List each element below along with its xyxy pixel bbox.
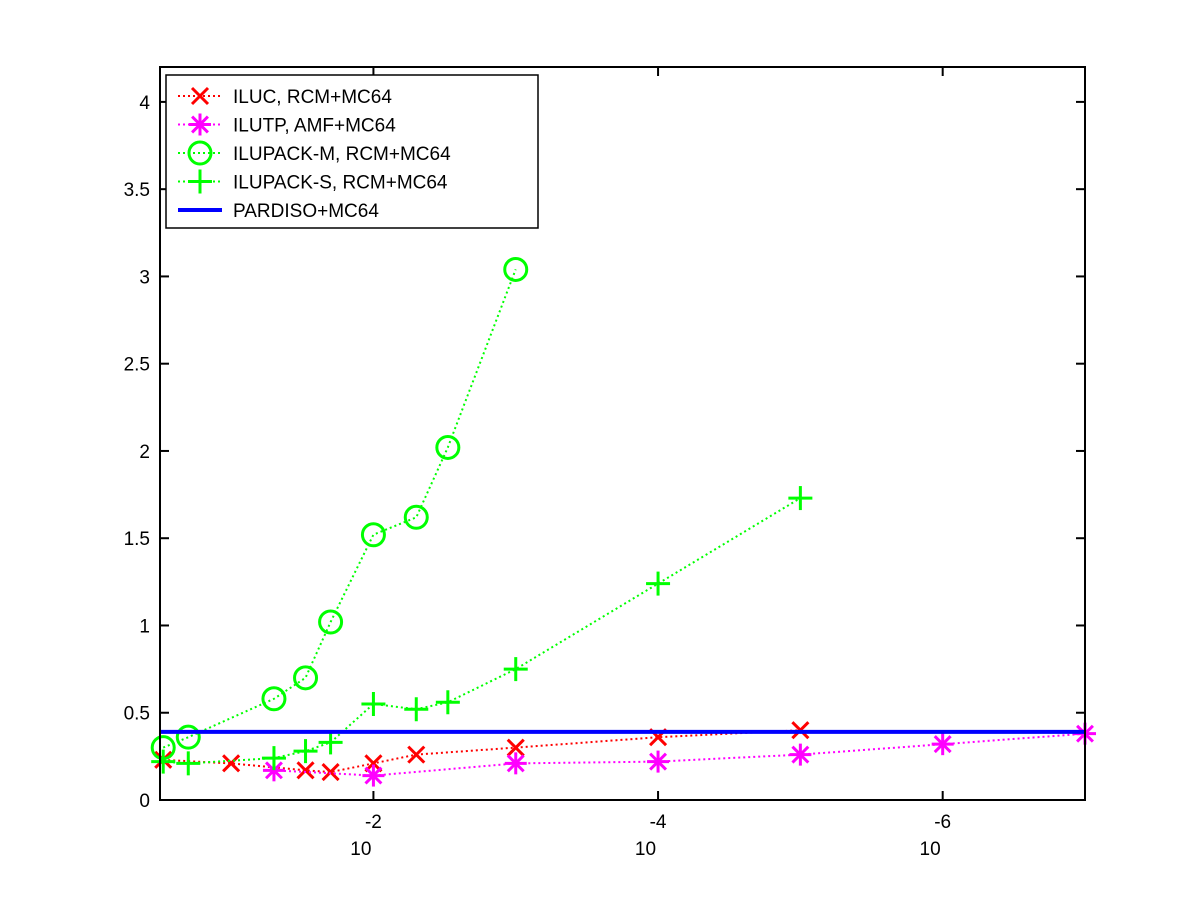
data-point	[222, 754, 241, 773]
y-tick-label: 2	[139, 442, 150, 463]
y-tick-label: 0	[139, 791, 150, 812]
data-point	[261, 686, 287, 712]
data-point	[403, 504, 429, 530]
series-ilupack-m-rcm-mc64	[150, 256, 529, 761]
data-point	[503, 657, 528, 682]
data-point	[504, 752, 527, 775]
data-point	[362, 764, 385, 787]
legend-entry-pardiso-mc64: PARDISO+MC64	[178, 201, 379, 222]
data-point	[404, 697, 429, 722]
y-tick-label: 4	[139, 93, 150, 114]
legend-label: PARDISO+MC64	[233, 201, 379, 222]
y-tick-label: 2.5	[124, 355, 150, 376]
data-point	[931, 733, 954, 756]
data-point	[293, 739, 318, 764]
data-point	[176, 751, 201, 776]
series-ilupack-s-rcm-mc64	[151, 486, 813, 776]
legend-marker	[187, 140, 213, 166]
data-point	[506, 738, 525, 757]
legend-marker	[189, 113, 211, 136]
data-point	[261, 746, 286, 771]
y-tick-label: 1.5	[124, 529, 150, 550]
legend-marker	[190, 86, 210, 106]
data-point	[435, 434, 461, 460]
x-tick-label-base: 10	[350, 839, 371, 860]
data-point	[360, 522, 386, 548]
y-tick-label: 0.5	[124, 704, 150, 725]
plot-frame	[159, 66, 1086, 801]
legend-entry-iluc-rcm-mc64: ILUC, RCM+MC64	[178, 86, 392, 108]
legend-marker	[188, 169, 212, 194]
data-point	[503, 256, 529, 282]
data-point	[647, 750, 670, 773]
data-point	[789, 743, 812, 766]
x-tick-label-exponent: -4	[650, 812, 667, 833]
legend-entry-ilupack-m-rcm-mc64: ILUPACK-M, RCM+MC64	[178, 140, 451, 166]
x-tick-label-exponent: -6	[934, 812, 951, 833]
legend-label: ILUTP, AMF+MC64	[233, 116, 396, 137]
y-tick-label: 3	[139, 267, 150, 288]
x-tick-label-exponent: -2	[365, 812, 382, 833]
data-point	[296, 761, 315, 780]
data-point	[646, 571, 671, 596]
axes-layer: 0 0.5 1 1.5 2 2.5 3 3.5 4 10 -2 10 -4 10 -6	[124, 66, 1086, 860]
x-tick-label-base: 10	[635, 839, 656, 860]
series-layer	[150, 256, 1096, 787]
y-tick-label: 3.5	[124, 180, 150, 201]
legend-entry-ilupack-s-rcm-mc64: ILUPACK-S, RCM+MC64	[178, 169, 448, 194]
data-point	[318, 609, 344, 635]
series-line-ilupack-m-rcm-mc64	[162, 269, 517, 749]
legend-entry-ilutp-amf-mc64: ILUTP, AMF+MC64	[178, 113, 396, 137]
data-point	[293, 665, 319, 691]
legend-box	[165, 74, 539, 229]
data-point	[407, 745, 426, 764]
data-point	[175, 724, 201, 750]
y-tick-label: 1	[139, 616, 150, 637]
data-point	[321, 763, 340, 782]
legend-label: ILUC, RCM+MC64	[233, 87, 392, 108]
data-point	[318, 730, 343, 755]
data-point	[151, 749, 176, 774]
x-tick-label-base: 10	[920, 839, 941, 860]
legend: ILUC, RCM+MC64 ILUTP, AMF+MC64 ILUPACK-M, …	[165, 74, 539, 229]
data-point	[788, 486, 813, 511]
data-point	[361, 692, 386, 717]
legend-label: ILUPACK-S, RCM+MC64	[233, 173, 448, 194]
data-point	[435, 690, 460, 715]
legend-label: ILUPACK-M, RCM+MC64	[233, 144, 451, 165]
